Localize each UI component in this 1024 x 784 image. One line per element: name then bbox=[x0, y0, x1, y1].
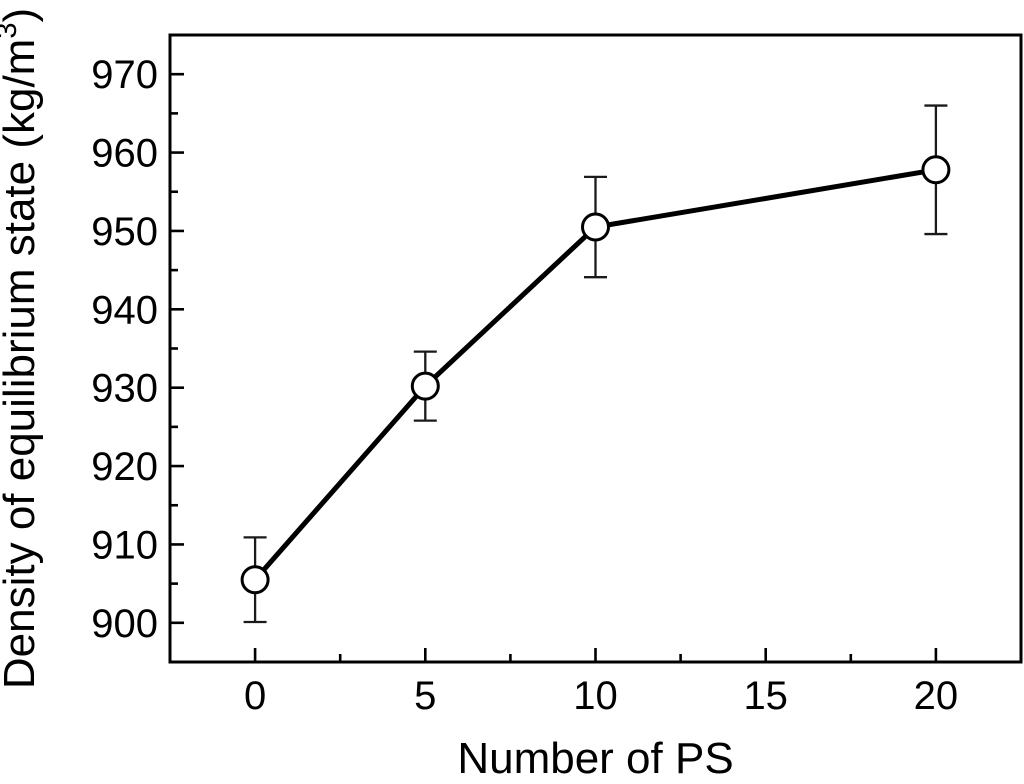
x-tick-label: 5 bbox=[414, 674, 436, 718]
x-tick-label: 20 bbox=[914, 674, 959, 718]
y-tick-label: 910 bbox=[91, 523, 158, 567]
x-tick-label: 0 bbox=[244, 674, 266, 718]
plot-frame bbox=[168, 33, 1023, 664]
series-line bbox=[253, 167, 937, 582]
y-tick-label: 900 bbox=[91, 602, 158, 646]
x-tick-label: 10 bbox=[573, 674, 618, 718]
y-tick-label: 930 bbox=[91, 367, 158, 411]
y-tick-label: 960 bbox=[91, 132, 158, 176]
x-axis-title: Number of PS bbox=[457, 734, 733, 783]
y-tick-label: 970 bbox=[91, 53, 158, 97]
data-point-marker bbox=[240, 565, 270, 595]
x-tick-label: 15 bbox=[743, 674, 788, 718]
data-point-marker bbox=[410, 371, 440, 401]
data-point-marker bbox=[921, 155, 951, 185]
y-tick-label: 950 bbox=[91, 210, 158, 254]
y-tick-label: 920 bbox=[91, 445, 158, 489]
data-point-marker bbox=[581, 212, 610, 242]
y-tick-label: 940 bbox=[91, 288, 158, 332]
y-axis-title: Density of equilibrium state (kg/m3) bbox=[0, 8, 44, 689]
